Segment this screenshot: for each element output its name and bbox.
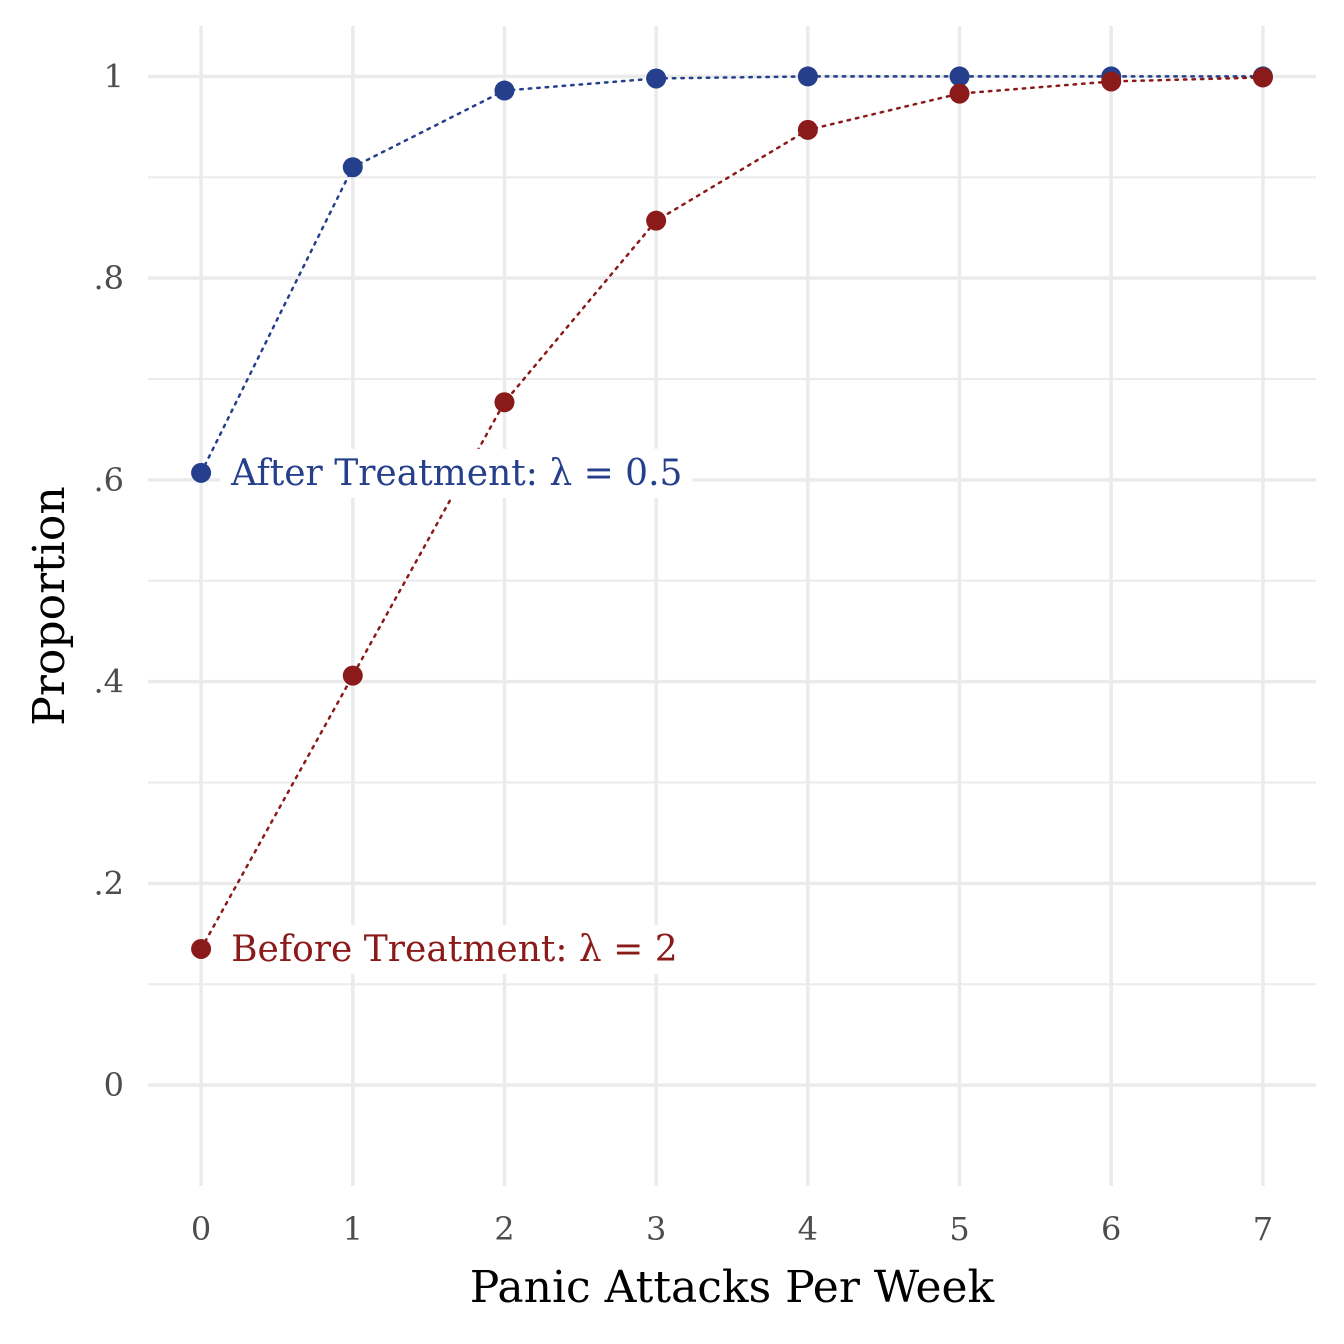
x-tick-label: 4 (798, 1210, 818, 1248)
x-tick-label: 1 (343, 1210, 363, 1248)
data-point (797, 66, 818, 87)
y-tick-label: 0 (104, 1066, 124, 1104)
data-point (797, 119, 818, 140)
series-label-background (220, 448, 693, 498)
data-point (949, 83, 970, 104)
grid (148, 26, 1316, 1186)
x-tick-label: 3 (646, 1210, 666, 1248)
y-tick-label: 1 (104, 57, 124, 95)
data-point (342, 665, 363, 686)
x-tick-label: 7 (1253, 1210, 1273, 1248)
series-label-background (221, 924, 688, 974)
series-layer (191, 66, 1273, 959)
series-label-group: After Treatment: λ = 0.5 (220, 448, 693, 498)
series-label: Before Treatment: λ = 2 (231, 929, 678, 970)
y-tick-label: .8 (93, 259, 124, 297)
data-point (342, 157, 363, 178)
data-point (646, 210, 667, 231)
y-tick-label: .2 (93, 864, 124, 902)
data-point (494, 80, 515, 101)
data-point (494, 392, 515, 413)
series-labels: After Treatment: λ = 0.5 Before Treatment… (220, 448, 693, 974)
x-tick-label: 0 (191, 1210, 211, 1248)
y-axis-title: Proportion (24, 486, 75, 725)
x-tick-label: 2 (494, 1210, 514, 1248)
x-axis-title: Panic Attacks Per Week (470, 1262, 995, 1313)
x-tick-label: 5 (949, 1210, 969, 1248)
series-label: After Treatment: λ = 0.5 (230, 453, 682, 494)
data-point (949, 66, 970, 87)
data-point (1252, 67, 1273, 88)
tick-labels: 0 1 2 3 4 5 6 7 0 .2 .4 .6 .8 1 (93, 57, 1273, 1248)
x-tick-label: 6 (1101, 1210, 1121, 1248)
series-line (199, 75, 1265, 475)
data-point (191, 938, 212, 959)
y-tick-label: .6 (93, 461, 124, 499)
series-label-group: Before Treatment: λ = 2 (221, 924, 688, 974)
y-tick-label: .4 (93, 663, 124, 701)
data-point (1101, 71, 1122, 92)
series-line (199, 76, 1265, 951)
data-point (191, 462, 212, 483)
series-1 (191, 67, 1273, 959)
data-point (646, 68, 667, 89)
